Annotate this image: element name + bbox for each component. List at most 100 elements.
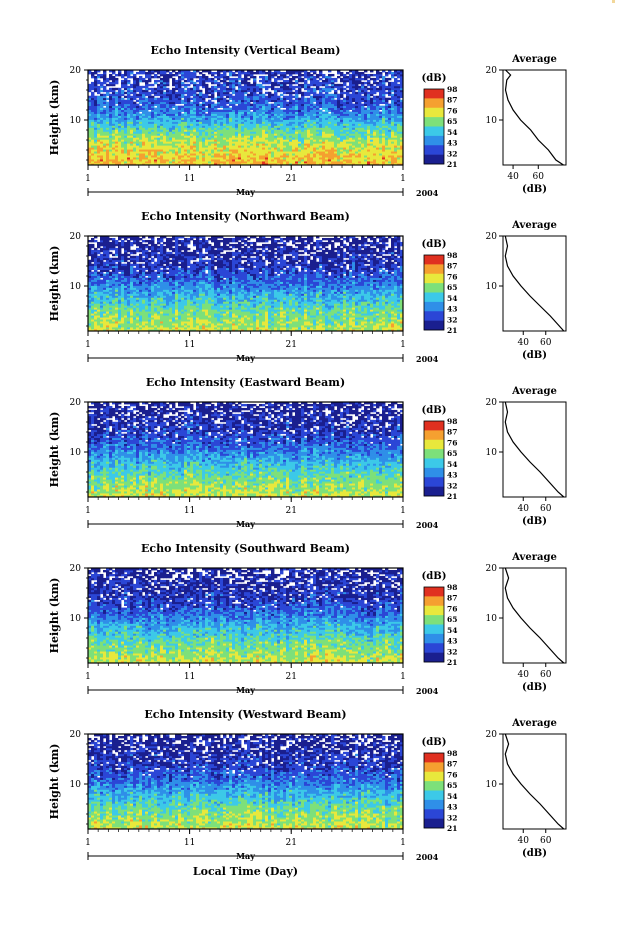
heatmap-cell: [208, 100, 211, 102]
heatmap-cell: [292, 86, 295, 88]
heatmap-cell: [217, 110, 220, 112]
heatmap-cell: [244, 72, 247, 74]
heatmap-cell: [190, 98, 193, 100]
heatmap-cell: [124, 100, 127, 102]
heatmap-cell: [334, 100, 337, 102]
heatmap-cell: [91, 238, 94, 240]
colorbar-tick-label: 65: [447, 117, 457, 126]
heatmap-cell: [313, 76, 316, 78]
heatmap-cell: [388, 98, 391, 100]
heatmap-cell: [205, 76, 208, 78]
heatmap-cell: [322, 112, 325, 114]
heatmap-cell: [136, 72, 139, 74]
heatmap-cell: [226, 100, 229, 102]
heatmap-cell: [358, 72, 361, 74]
colorbar-swatch: [424, 89, 444, 99]
heatmap-cell: [184, 84, 187, 86]
heatmap-cell: [316, 80, 319, 82]
heatmap-cell: [91, 72, 94, 74]
heatmap-cell: [91, 250, 94, 252]
heatmap-cell: [397, 84, 400, 86]
heatmap-cell: [199, 104, 202, 106]
heatmap-cell: [265, 96, 268, 98]
heatmap-cell: [391, 72, 394, 74]
heatmap-cell: [124, 92, 127, 94]
heatmap-cell: [100, 94, 103, 96]
heatmap-cell: [136, 104, 139, 106]
heatmap-cell: [154, 108, 157, 110]
heatmap-cell: [388, 104, 391, 106]
heatmap-cell: [226, 106, 229, 108]
heatmap-cell: [298, 98, 301, 100]
y-tick-label: 10: [70, 116, 82, 126]
heatmap-cell: [295, 80, 298, 82]
profile-x-tick-label: 60: [533, 172, 545, 182]
heatmap-cell: [238, 82, 241, 84]
heatmap-cell: [367, 80, 370, 82]
heatmap-cell: [106, 78, 109, 80]
heatmap-cell: [346, 90, 349, 92]
x-tick-label: 1: [400, 174, 406, 184]
heatmap-cell: [100, 82, 103, 84]
heatmap-cell: [112, 88, 115, 90]
profile-frame: [503, 70, 566, 165]
heatmap-cell: [187, 88, 190, 90]
heatmap-cell: [178, 76, 181, 78]
heatmap-cell: [364, 74, 367, 76]
profile-x-tick-label: 40: [507, 172, 519, 182]
heatmap-cell: [136, 100, 139, 102]
heatmap-cell: [232, 72, 235, 74]
heatmap-cell: [208, 88, 211, 90]
heatmap-cell: [274, 78, 277, 80]
heatmap-cell: [379, 72, 382, 74]
heatmap-cell: [367, 92, 370, 94]
heatmap-cell: [382, 76, 385, 78]
heatmap-cell: [313, 104, 316, 106]
heatmap-cell: [205, 84, 208, 86]
heatmap-cell: [97, 86, 100, 88]
heatmap-cell: [394, 78, 397, 80]
heatmap-cell: [379, 112, 382, 114]
heatmap-cell: [286, 80, 289, 82]
heatmap-cell: [286, 86, 289, 88]
heatmap-cell: [343, 98, 346, 100]
heatmap-cell: [211, 102, 214, 104]
heatmap-cell: [100, 248, 103, 250]
heatmap-cell: [295, 86, 298, 88]
heatmap: [88, 236, 403, 331]
heatmap-cell: [208, 96, 211, 98]
heatmap-cell: [361, 96, 364, 98]
heatmap-cell: [148, 112, 151, 114]
heatmap-cell: [250, 112, 253, 114]
heatmap-cell: [313, 88, 316, 90]
heatmap-cell: [103, 108, 106, 110]
heatmap-cell: [373, 86, 376, 88]
heatmap-cell: [205, 108, 208, 110]
heatmap-cell: [310, 88, 313, 90]
heatmap-cell: [184, 90, 187, 92]
heatmap-cell: [316, 74, 319, 76]
heatmap-cell: [304, 80, 307, 82]
heatmap-cell: [109, 88, 112, 90]
heatmap-cell: [265, 72, 268, 74]
heatmap-cell: [331, 94, 334, 96]
heatmap-cell: [370, 74, 373, 76]
y-tick-label: 20: [70, 66, 82, 76]
month-label: May: [236, 187, 255, 197]
heatmap-cell: [328, 86, 331, 88]
heatmap-cell: [127, 86, 130, 88]
heatmap-cell: [196, 76, 199, 78]
heatmap-cell: [283, 110, 286, 112]
heatmap-cell: [385, 98, 388, 100]
heatmap-cell: [184, 96, 187, 98]
heatmap-cell: [277, 96, 280, 98]
heatmap-cell: [157, 80, 160, 82]
heatmap-cell: [178, 106, 181, 108]
heatmap-cell: [196, 94, 199, 96]
heatmap-cell: [259, 80, 262, 82]
heatmap-cell: [322, 94, 325, 96]
heatmap-cell: [130, 84, 133, 86]
heatmap-cell: [109, 94, 112, 96]
heatmap-cell: [109, 74, 112, 76]
heatmap-cell: [145, 72, 148, 74]
